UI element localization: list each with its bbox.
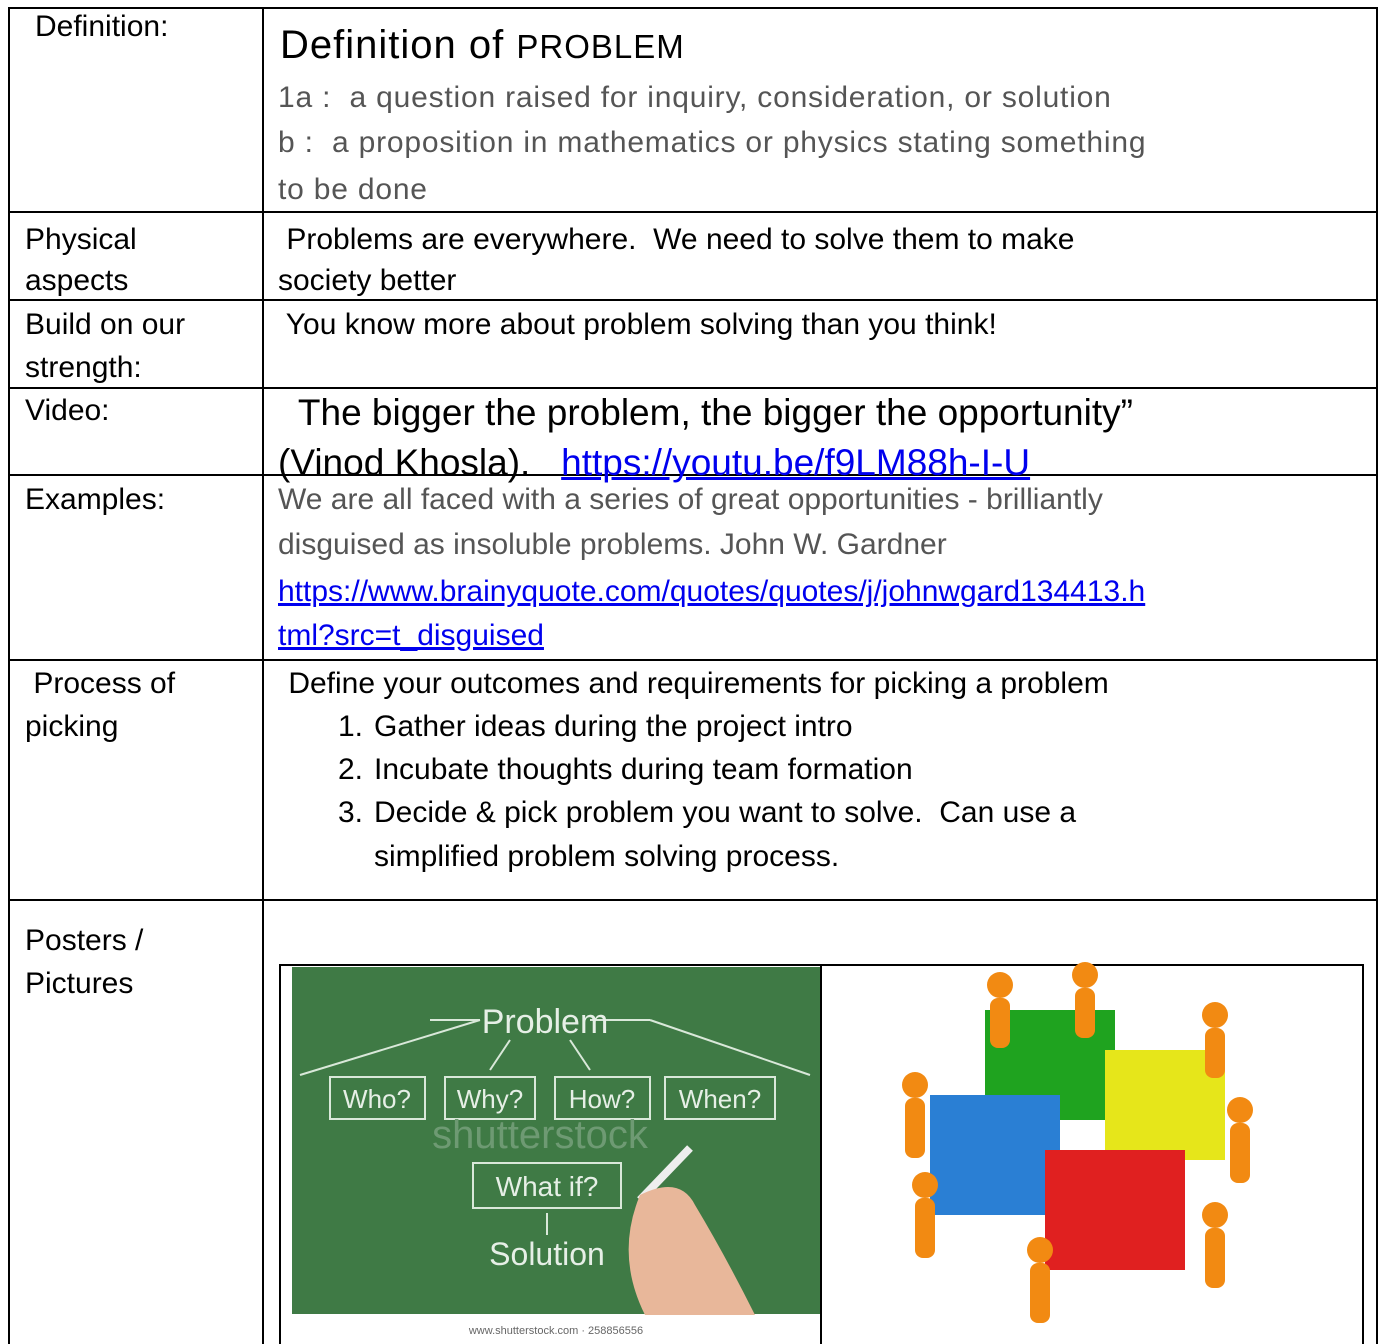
- cell-text: We are all faced with a series of great …: [278, 483, 1103, 516]
- definition-line: to be done: [278, 173, 428, 206]
- step-text: Decide & pick problem you want to solve.…: [374, 796, 1077, 829]
- definition-line: b : a proposition in mathematics or phys…: [278, 126, 1147, 159]
- board-text: Problem: [482, 1003, 609, 1041]
- cell-text: Problems are everywhere. We need to solv…: [278, 223, 1075, 256]
- row-label: Examples:: [25, 483, 166, 516]
- row-label: Video:: [25, 394, 110, 427]
- row-label: Pictures: [25, 967, 134, 1000]
- step-text: Incubate thoughts during team formation: [374, 753, 913, 786]
- board-text: Solution: [489, 1236, 605, 1272]
- step-number: 2.: [338, 753, 364, 786]
- row-label: Build on our: [25, 308, 186, 341]
- row-label: Process of: [25, 667, 176, 700]
- row-label: aspects: [25, 264, 129, 297]
- watermark: shutterstock: [432, 1113, 649, 1157]
- definition-heading: Definition of PROBLEM: [280, 22, 685, 70]
- puzzle-image: [902, 962, 1253, 1323]
- row-label: strength:: [25, 351, 142, 384]
- cell-text: society better: [278, 264, 457, 297]
- board-text: When?: [679, 1084, 761, 1114]
- row-label: Definition:: [35, 10, 169, 43]
- cell-text: Define your outcomes and requirements fo…: [280, 667, 1109, 700]
- step-number: 3.: [338, 796, 364, 829]
- hand: [628, 1145, 755, 1315]
- quote-link[interactable]: tml?src=t_disguised: [278, 619, 544, 652]
- credit: www.shutterstock.com · 258856556: [468, 1325, 643, 1337]
- row-label: Posters /: [25, 924, 144, 957]
- chalkboard-image: Problem Who? Why? How? When? shutterstoc…: [292, 967, 820, 1344]
- attribution: (Vinod Khosla).: [278, 442, 531, 483]
- board-text: What if?: [496, 1171, 599, 1202]
- cell-text: You know more about problem solving than…: [278, 308, 997, 341]
- step-text: Gather ideas during the project intro: [374, 710, 853, 743]
- row-label: Physical: [25, 223, 137, 256]
- step-text: simplified problem solving process.: [374, 840, 840, 873]
- quote-line: (Vinod Khosla). https://youtu.be/f9LM88h…: [278, 442, 1030, 484]
- board-text: Who?: [343, 1084, 411, 1114]
- quote-link[interactable]: https://www.brainyquote.com/quotes/quote…: [278, 575, 1146, 608]
- row-label: picking: [25, 710, 119, 743]
- definition-line: 1a : a question raised for inquiry, cons…: [278, 81, 1112, 114]
- heading: Definition of: [280, 23, 505, 67]
- video-link[interactable]: https://youtu.be/f9LM88h-I-U: [561, 442, 1031, 483]
- heading-word: PROBLEM: [516, 28, 685, 65]
- step-number: 1.: [338, 710, 364, 743]
- cell-text: disguised as insoluble problems. John W.…: [278, 528, 947, 561]
- board-text: Why?: [457, 1084, 523, 1114]
- quote: The bigger the problem, the bigger the o…: [278, 392, 1133, 433]
- board-text: How?: [569, 1084, 635, 1114]
